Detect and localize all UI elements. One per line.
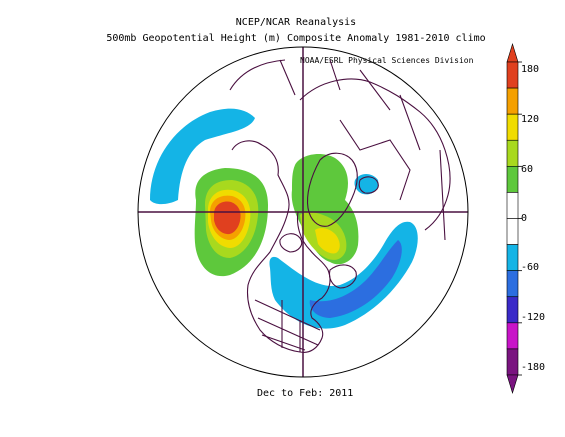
colorbar-bin bbox=[506, 113, 519, 141]
negative-anomaly-atlantic bbox=[269, 221, 418, 329]
date-label: Dec to Feb: 2011 bbox=[257, 388, 354, 399]
colorbar-label-0: 0 bbox=[521, 213, 528, 224]
anomaly-field bbox=[150, 108, 418, 329]
coastlines bbox=[229, 59, 451, 353]
colorbar-bin bbox=[506, 139, 519, 167]
colorbar-label-neg180: -180 bbox=[521, 362, 546, 373]
colorbar-bin bbox=[506, 296, 519, 324]
colorbar-bin bbox=[506, 270, 519, 298]
colorbar-label-180: 180 bbox=[521, 64, 540, 75]
colorbar-bin bbox=[506, 87, 519, 115]
map-boundary bbox=[137, 46, 469, 378]
colorbar-bin bbox=[506, 192, 519, 219]
title-line-1: NCEP/NCAR Reanalysis bbox=[235, 17, 357, 28]
colorbar-label-neg60: -60 bbox=[521, 262, 540, 273]
colorbar-top-arrow bbox=[506, 42, 519, 63]
colorbar-bin bbox=[506, 348, 519, 376]
colorbar-label-60: 60 bbox=[521, 164, 534, 175]
negative-anomaly-pacific bbox=[150, 108, 255, 205]
credit-label: NOAA/ESRL Physical Sciences Division bbox=[300, 56, 474, 65]
colorbar bbox=[506, 42, 522, 395]
colorbar-bin bbox=[506, 61, 519, 89]
colorbar-bin bbox=[506, 322, 519, 350]
colorbar-bin bbox=[506, 218, 519, 245]
colorbar-bin bbox=[506, 244, 519, 271]
colorbar-label-neg120: -120 bbox=[521, 312, 546, 323]
title-line-2: 500mb Geopotential Height (m) Composite … bbox=[106, 33, 486, 44]
colorbar-bin bbox=[506, 166, 519, 193]
colorbar-label-120: 120 bbox=[521, 114, 540, 125]
colorbar-bottom-arrow bbox=[506, 374, 519, 395]
